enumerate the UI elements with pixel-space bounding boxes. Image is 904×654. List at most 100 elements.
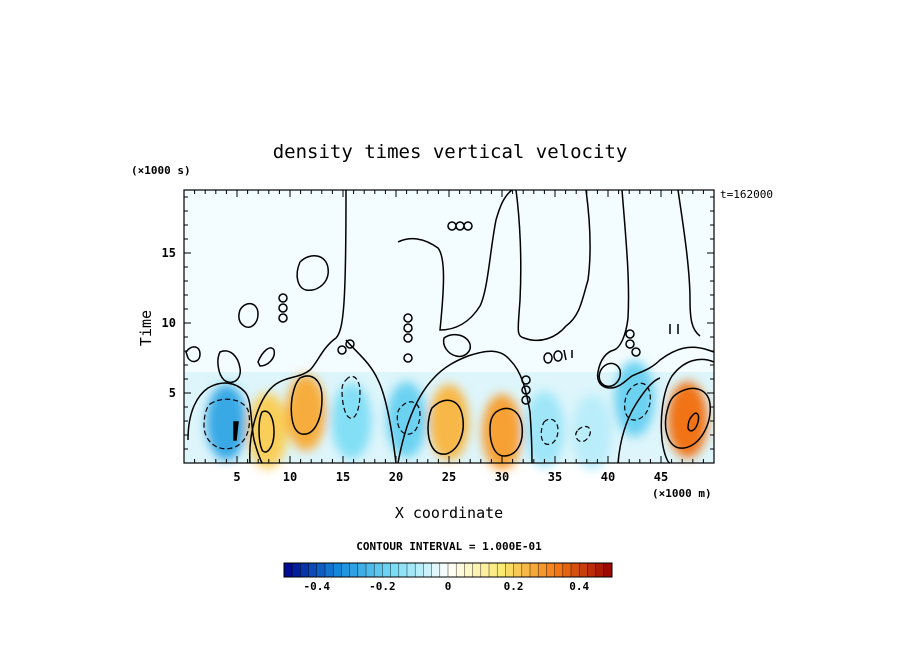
colorbar-cell (300, 563, 309, 577)
colorbar-cell (374, 563, 383, 577)
colorbar-cell (349, 563, 359, 577)
x-tick-label: 5 (233, 470, 240, 484)
positive-anomaly (667, 381, 708, 458)
colorbar-cell (415, 563, 424, 577)
colorbar-cell (579, 563, 588, 577)
colorbar-tick-label: 0.4 (569, 580, 589, 593)
colorbar-cell (398, 563, 408, 577)
zero-contour (185, 346, 201, 363)
zero-contour (403, 353, 413, 363)
colorbar-cell (538, 563, 547, 577)
contour-0.2 (687, 412, 700, 432)
positive-anomaly (482, 394, 522, 471)
colorbar-cell (439, 563, 449, 577)
contour-neg-0.2 (233, 421, 239, 441)
colorbar-cell (513, 563, 523, 577)
negative-anomaly (524, 391, 565, 468)
colorbar-cell (325, 563, 334, 577)
x-axis-ticks: 5 10 15 20 25 30 35 40 45 (194, 190, 704, 484)
x-axis-label: X coordinate (395, 504, 503, 522)
colorbar-cell (497, 563, 506, 577)
colorbar-cell (464, 563, 473, 577)
x-tick-label: 10 (283, 470, 297, 484)
zero-contour (660, 358, 715, 464)
x-tick-label: 45 (654, 470, 668, 484)
time-stamp: t=162000 (720, 188, 773, 201)
y-unit-label: (×1000 s) (131, 164, 191, 177)
zero-contour (669, 324, 679, 334)
contour-0.1 (664, 387, 711, 449)
colorbar-cell (382, 563, 391, 577)
zero-contour (442, 333, 472, 358)
zero-contour (397, 189, 513, 331)
colorbar-cell (333, 563, 342, 577)
zero-contour (553, 350, 563, 362)
colorbar-tick-label: 0.2 (504, 580, 524, 593)
contour-neg-0.1 (396, 401, 421, 435)
colorbar (283, 562, 613, 578)
zero-contour (515, 189, 591, 342)
zero-contour (521, 385, 531, 395)
chart-title: density times vertical velocity (273, 141, 628, 163)
zero-contour (617, 377, 661, 464)
colorbar-cell (472, 563, 482, 577)
contour-0.1 (489, 407, 524, 457)
colorbar-cell (341, 563, 350, 577)
zero-contour (521, 375, 531, 385)
zero-contour (217, 350, 241, 384)
zero-contour (598, 362, 622, 388)
zero-contour (278, 313, 288, 323)
contour-neg-0.1 (341, 375, 361, 419)
colorbar-tick-label: -0.2 (369, 580, 396, 593)
colorbar-cell (546, 563, 555, 577)
x-tick-label: 35 (548, 470, 562, 484)
x-tick-label: 30 (495, 470, 509, 484)
contour-interval-label: CONTOUR INTERVAL = 1.000E-01 (356, 540, 542, 553)
zero-contour (596, 189, 715, 389)
negative-anomaly (614, 360, 655, 437)
contour-neg-0.1 (540, 418, 559, 445)
colorbar-cell (366, 563, 375, 577)
colorbar-cell (554, 563, 564, 577)
contour-neg-0.1 (575, 425, 591, 443)
y-tick-label: 10 (162, 316, 176, 330)
positive-anomaly (247, 392, 288, 469)
zero-contour (187, 382, 263, 464)
colorbar-cell (595, 563, 605, 577)
colorbar-cell (390, 563, 400, 577)
colorbar-cell (316, 563, 326, 577)
zero-contour (257, 347, 276, 367)
colorbar-cell (489, 563, 498, 577)
colorbar-cell (357, 563, 367, 577)
colorbar-cell (480, 563, 490, 577)
field-features (206, 360, 708, 471)
zero-contour (397, 350, 533, 464)
colorbar-cell (521, 563, 531, 577)
zero-contour (345, 339, 355, 349)
y-axis-label: Time (137, 310, 155, 346)
colorbar-cell (603, 563, 613, 577)
zero-contour (631, 347, 641, 357)
zero-contour (625, 329, 635, 339)
zero-contour (403, 313, 413, 323)
zero-contour (278, 293, 288, 303)
colorbar-tick-label: 0 (445, 580, 452, 593)
x-tick-label: 40 (601, 470, 615, 484)
contour-neg-0.1 (624, 382, 651, 421)
zero-contour (521, 395, 531, 405)
x-tick-label: 15 (336, 470, 350, 484)
colorbar-cell (448, 563, 457, 577)
zero-contour (403, 323, 413, 333)
colorbar-cell (423, 563, 432, 577)
x-tick-label: 20 (389, 470, 403, 484)
y-axis-ticks: 5 10 15 (162, 196, 714, 450)
y-tick-label: 5 (169, 386, 176, 400)
colorbar-cell (562, 563, 572, 577)
zero-contour (238, 302, 259, 328)
zero-contour (278, 303, 288, 313)
colorbar-cell (587, 563, 596, 577)
colorbar-cell (505, 563, 514, 577)
plot-area: 5 10 15 20 25 30 35 40 45 5 10 15 (162, 189, 715, 484)
negative-anomaly (331, 383, 372, 459)
